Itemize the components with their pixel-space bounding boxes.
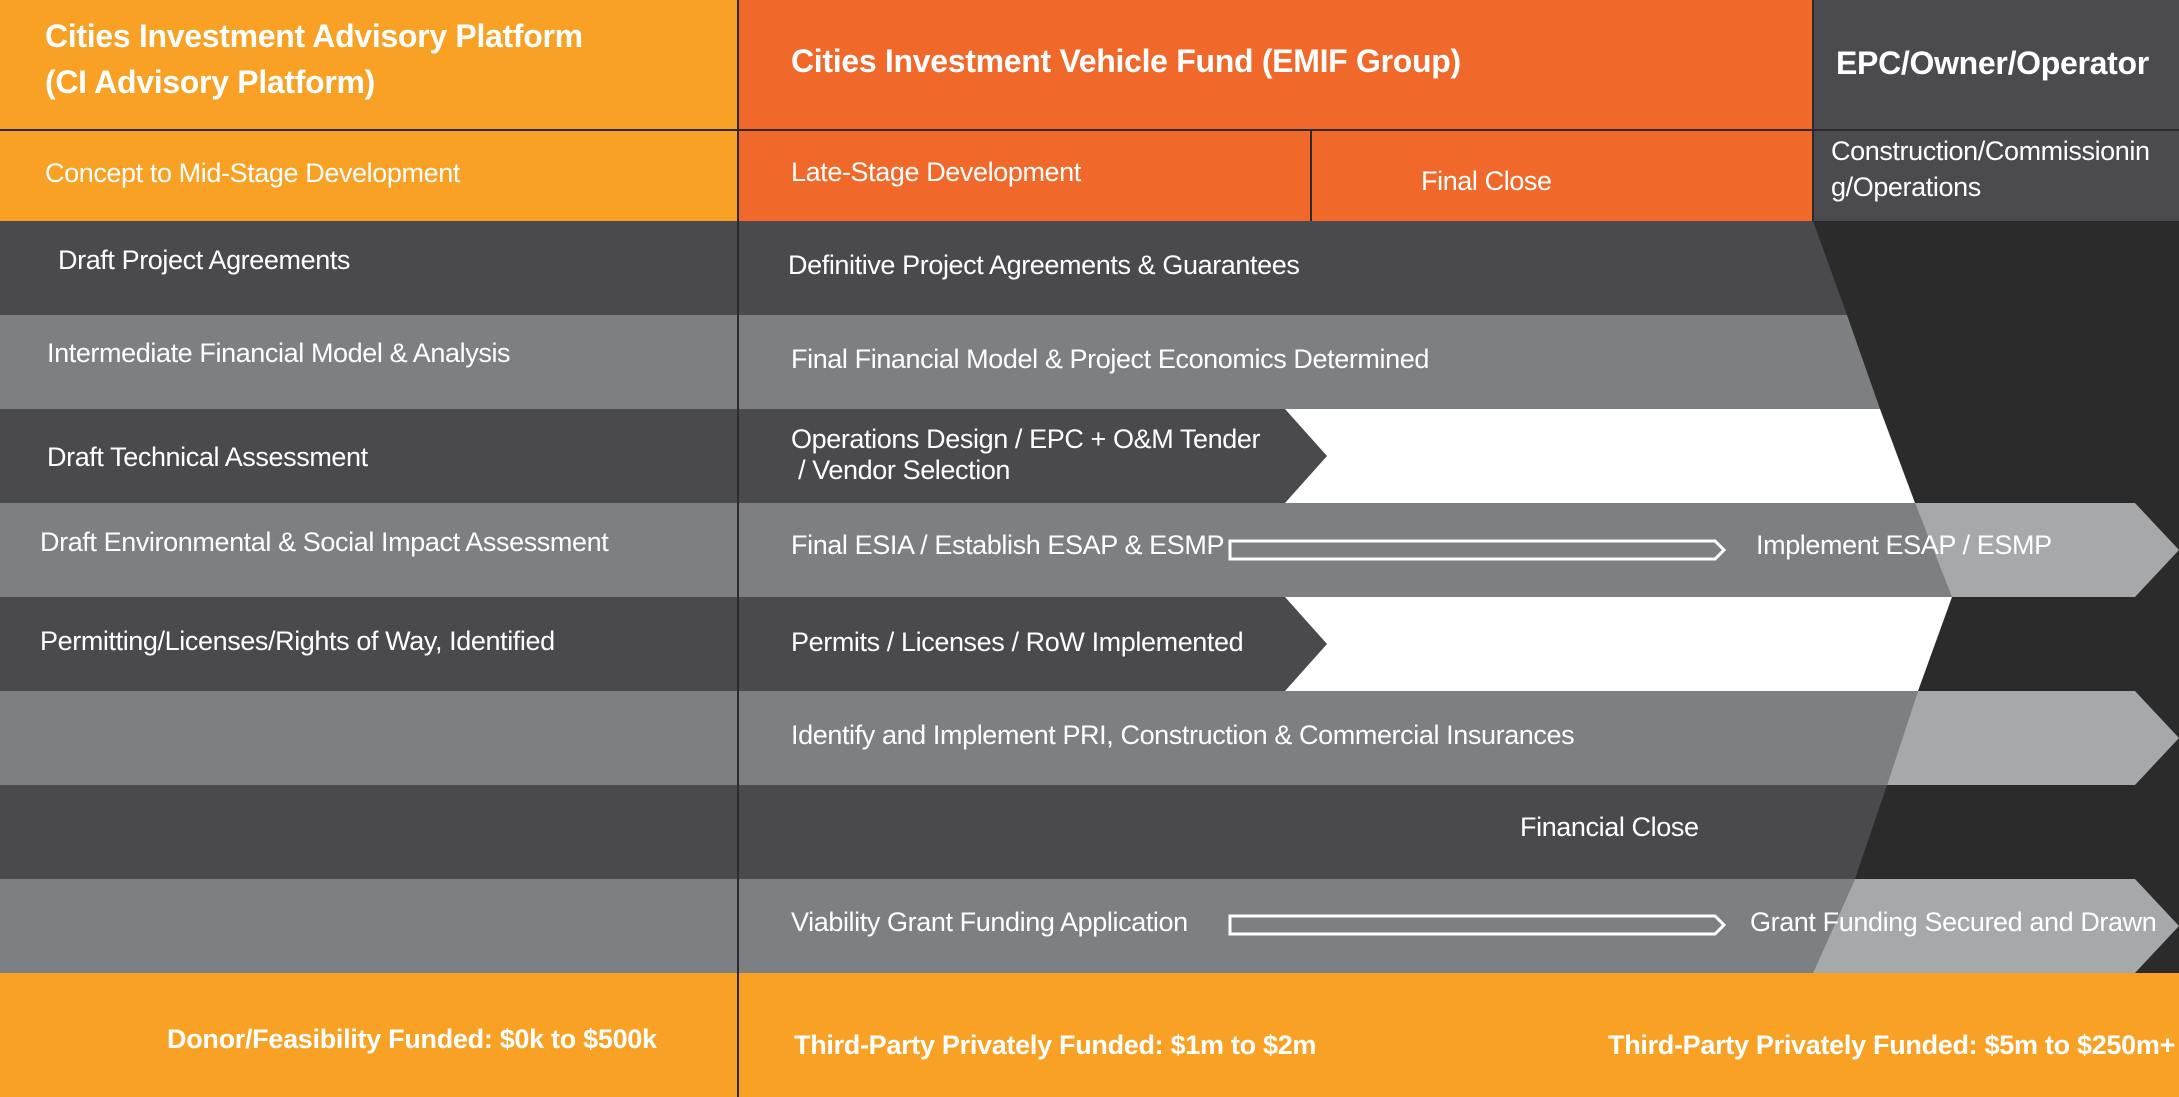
mid-row-4-far-label: Implement ESAP / ESMP	[1756, 530, 2052, 560]
mid-row-7-label: Financial Close	[1520, 812, 1699, 842]
stage-late-label: Late-Stage Development	[791, 157, 1081, 187]
mid-row-8-shape	[738, 879, 1855, 973]
stage-construction-bg	[1813, 131, 2179, 221]
left-row-3-label: Draft Technical Assessment	[47, 442, 368, 472]
mid-row-3-white	[1285, 409, 1915, 503]
header-col3-bg	[1813, 0, 2179, 130]
footer-bg	[0, 973, 2179, 1097]
left-row-2-label: Intermediate Financial Model & Analysis	[47, 338, 511, 368]
stage-concept-label: Concept to Mid-Stage Development	[45, 158, 460, 188]
left-row-3-bg	[0, 409, 738, 503]
mid-row-3-dark-edge	[1880, 409, 2179, 503]
mid-row-3-label-line1: Operations Design / EPC + O&M Tender	[791, 424, 1261, 454]
footer-middle-label: Third-Party Privately Funded: $1m to $2m	[794, 1030, 1317, 1060]
mid-row-6-shape	[738, 691, 1918, 785]
mid-row-5-label: Permits / Licenses / RoW Implemented	[791, 627, 1244, 657]
mid-row-6-label: Identify and Implement PRI, Construction…	[791, 720, 1575, 750]
left-row-7-bg	[0, 785, 738, 879]
mid-row-2-label: Final Financial Model & Project Economic…	[791, 344, 1429, 374]
header-col3-title: EPC/Owner/Operator	[1836, 45, 2149, 81]
mid-row-7-shape	[738, 785, 1887, 879]
left-row-1-label: Draft Project Agreements	[58, 245, 351, 275]
header-col2-bg	[738, 0, 1813, 130]
mid-row-2-shape	[738, 315, 1880, 409]
mid-row-1-label: Definitive Project Agreements & Guarante…	[788, 250, 1300, 280]
stage-final-close-label: Final Close	[1421, 166, 1552, 196]
mid-row-4-shape	[738, 503, 1952, 597]
stage-final-close-bg	[1311, 131, 1813, 221]
mid-row-5-arrow	[738, 597, 1327, 691]
header-col1-bg	[0, 0, 738, 130]
header-col2-title: Cities Investment Vehicle Fund (EMIF Gro…	[791, 43, 1461, 79]
mid-row-4-chevron	[1880, 503, 2179, 597]
mid-row-1-shape	[738, 221, 1847, 315]
hollow-arrow-esap	[1228, 539, 1727, 561]
left-row-5-bg	[0, 597, 738, 691]
left-row-4-label: Draft Environmental & Social Impact Asse…	[40, 527, 609, 557]
hollow-arrow-grant	[1228, 914, 1727, 936]
mid-row-3-label-line2: / Vendor Selection	[791, 455, 1011, 485]
left-row-6-bg	[0, 691, 738, 785]
footer-left-label: Donor/Feasibility Funded: $0k to $500k	[167, 1024, 657, 1054]
footer-right-label: Third-Party Privately Funded: $5m to $25…	[1608, 1030, 2176, 1060]
left-row-2-bg	[0, 315, 738, 409]
mid-row-3-arrow	[738, 409, 1327, 503]
mid-row-5-white	[1285, 597, 1915, 691]
mid-row-5-white-tip	[1880, 597, 1952, 691]
stage-construction-line2: g/Operations	[1831, 172, 1981, 202]
stage-concept-bg	[0, 131, 738, 221]
mid-row-8-label: Viability Grant Funding Application	[791, 907, 1188, 937]
left-row-1-bg	[0, 221, 738, 315]
left-row-4-bg	[0, 503, 738, 597]
stage-late-bg	[738, 131, 1311, 221]
left-row-5-label: Permitting/Licenses/Rights of Way, Ident…	[40, 626, 555, 656]
mid-row-4-label: Final ESIA / Establish ESAP & ESMP	[791, 530, 1225, 560]
mid-row-6-chevron	[1887, 691, 2179, 785]
left-row-8-bg	[0, 879, 738, 973]
mid-row-8-chevron	[1813, 879, 2179, 973]
mid-row-4-gray-tip	[1855, 503, 1952, 597]
mid-row-8-far-label: Grant Funding Secured and Drawn	[1750, 907, 2157, 937]
stage-construction-line1: Construction/Commissionin	[1831, 136, 2150, 166]
header-col1-title-line2: (CI Advisory Platform)	[45, 64, 376, 100]
header-col1-title-line1: Cities Investment Advisory Platform	[45, 18, 583, 54]
